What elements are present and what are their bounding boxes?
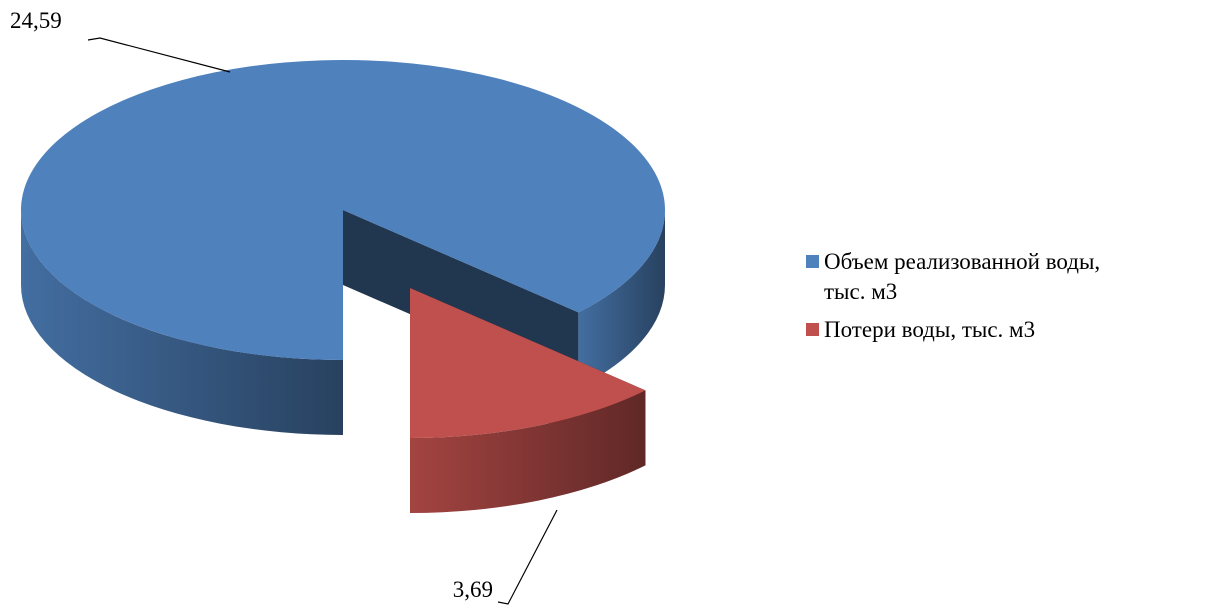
legend-label: Потери воды, тыс. м3 — [824, 317, 1036, 342]
legend-item: Объем реализованной воды, тыс. м3 — [806, 247, 1124, 307]
leader-line — [87, 37, 231, 73]
slice-wall — [21, 210, 343, 435]
legend-swatch — [806, 323, 819, 336]
legend-item: Потери воды, тыс. м3 — [806, 315, 1124, 345]
leader-line — [497, 509, 558, 605]
slice-top — [21, 60, 666, 360]
slice-wall — [410, 390, 646, 513]
data-label: 3,69 — [453, 577, 493, 602]
slice-wall — [578, 210, 665, 388]
data-label: 24,59 — [10, 8, 62, 33]
legend-swatch — [806, 255, 819, 268]
slice — [410, 288, 646, 513]
legend-label: Объем реализованной воды, тыс. м3 — [824, 249, 1101, 304]
slice-top — [410, 288, 646, 438]
legend: Объем реализованной воды, тыс. м3 Потери … — [806, 247, 1124, 353]
